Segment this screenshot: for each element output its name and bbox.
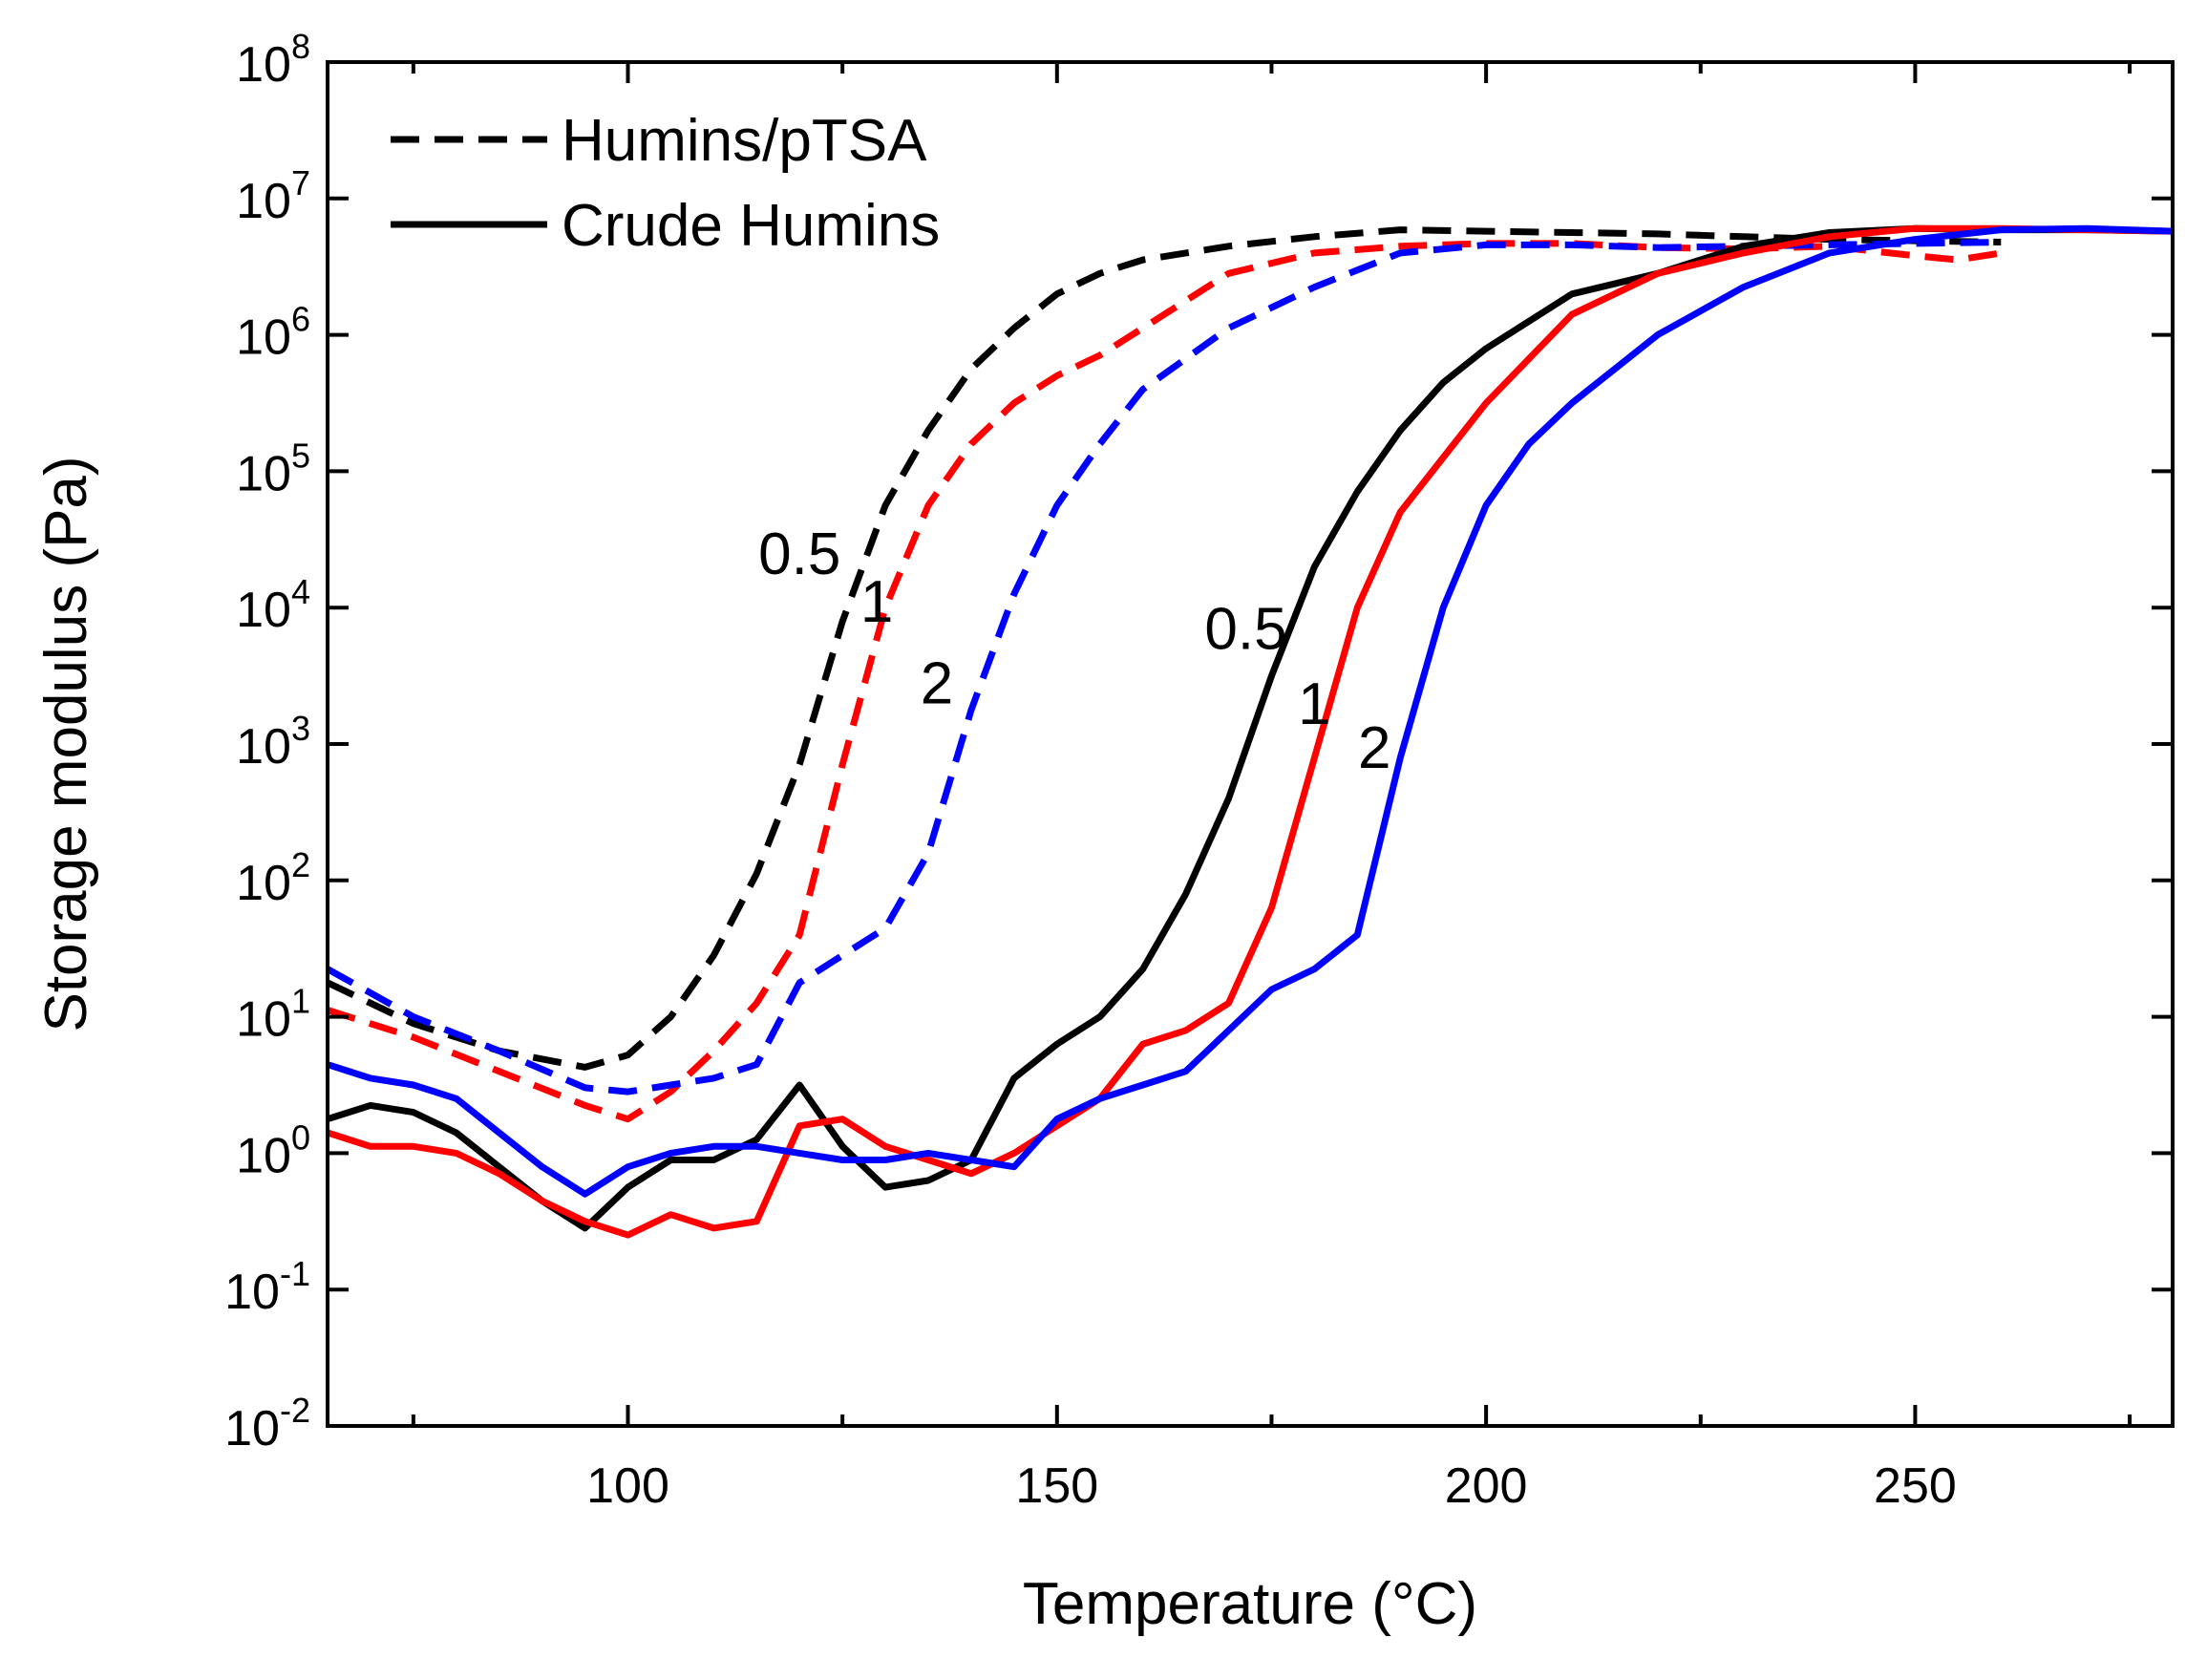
curve-annotation: 1 — [860, 569, 893, 635]
y-tick-label: 104 — [236, 572, 310, 638]
series-line-humins-ptsa-2 — [328, 239, 2002, 1095]
y-tick-label: 107 — [236, 163, 310, 229]
legend-label-crude-humins: Crude Humins — [562, 193, 940, 259]
x-tick-label: 200 — [1445, 1458, 1528, 1514]
series-line-crude-humins-0-5 — [328, 224, 2173, 1232]
y-tick-label: 10-1 — [224, 1254, 310, 1320]
curve-annotation: 0.5 — [758, 521, 840, 587]
x-tick-label: 250 — [1874, 1458, 1957, 1514]
ticks-layer — [328, 60, 2173, 1428]
y-axis-title: Storage modulus (Pa) — [33, 456, 99, 1031]
labels-layer: 100 150 200 250 108 107 106 105 104 103 102 101 100 1… — [224, 27, 1957, 1514]
series-layer — [328, 224, 2173, 1239]
legend: Humins/pTSA Crude Humins — [391, 108, 940, 259]
y-tick-label: 103 — [236, 709, 310, 775]
legend-label-humins-ptsa: Humins/pTSA — [562, 108, 927, 174]
curve-annotation: 2 — [1358, 715, 1390, 781]
y-tick-label: 102 — [236, 845, 310, 911]
series-line-crude-humins-2 — [328, 224, 2173, 1198]
x-tick-label: 100 — [586, 1458, 669, 1514]
y-tick-label: 106 — [236, 300, 310, 366]
y-tick-label: 105 — [236, 436, 310, 501]
curve-annotation: 1 — [1298, 671, 1330, 737]
y-tick-label: 101 — [236, 982, 310, 1048]
x-axis-title: Temperature (°C) — [1023, 1571, 1477, 1637]
y-tick-label: 10-2 — [224, 1391, 310, 1457]
series-line-humins-ptsa-0-5 — [328, 226, 2002, 1071]
curve-annotation: 2 — [921, 651, 953, 717]
y-tick-label: 100 — [236, 1117, 310, 1183]
curve-annotation: 0.5 — [1204, 597, 1286, 663]
x-tick-label: 150 — [1015, 1458, 1098, 1514]
y-tick-label: 108 — [236, 27, 310, 93]
